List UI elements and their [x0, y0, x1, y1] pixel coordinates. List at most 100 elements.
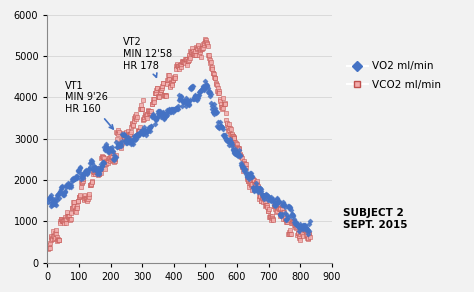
Point: [86, 160, 94, 165]
Point: [140, 131, 147, 136]
Point: [272, 202, 279, 207]
Point: [243, 175, 251, 180]
Point: [290, 220, 298, 225]
Point: [290, 213, 297, 218]
Point: [51, 236, 59, 240]
Point: [301, 227, 309, 232]
Point: [111, 159, 118, 163]
Point: [74, 167, 82, 172]
Point: [157, 115, 165, 119]
Point: [228, 131, 236, 136]
Point: [74, 198, 82, 203]
Point: [213, 83, 220, 88]
Point: [219, 126, 227, 131]
Point: [179, 60, 187, 65]
Point: [207, 93, 214, 98]
Point: [221, 136, 228, 141]
Point: [200, 84, 207, 89]
Point: [206, 90, 213, 95]
Point: [232, 142, 240, 146]
Point: [153, 117, 160, 121]
Point: [129, 124, 137, 128]
Point: [80, 171, 87, 176]
Point: [166, 110, 173, 114]
Point: [303, 227, 310, 232]
Point: [53, 232, 60, 236]
Point: [174, 64, 182, 68]
Point: [298, 228, 306, 233]
Point: [145, 111, 153, 116]
Point: [57, 217, 64, 221]
Point: [160, 94, 168, 98]
Point: [293, 223, 301, 227]
Point: [200, 43, 208, 48]
Point: [236, 152, 244, 157]
Point: [210, 110, 217, 114]
Point: [124, 132, 132, 137]
Point: [102, 161, 109, 166]
Point: [240, 169, 247, 174]
Point: [44, 246, 52, 251]
Point: [270, 204, 278, 208]
Point: [271, 204, 279, 209]
Point: [124, 128, 131, 133]
Point: [108, 144, 116, 149]
Point: [235, 148, 243, 153]
Point: [125, 140, 133, 145]
Point: [238, 165, 246, 169]
Point: [282, 220, 290, 225]
Point: [113, 145, 120, 150]
Point: [165, 73, 173, 78]
Point: [82, 169, 89, 174]
Point: [59, 183, 66, 188]
Point: [240, 164, 247, 169]
Point: [146, 126, 153, 131]
Point: [185, 102, 193, 106]
Point: [181, 101, 188, 106]
Point: [140, 117, 148, 121]
Text: SUBJECT 2
SEPT. 2015: SUBJECT 2 SEPT. 2015: [343, 208, 408, 230]
Point: [202, 85, 210, 89]
Point: [296, 237, 303, 242]
Point: [155, 109, 162, 114]
Point: [275, 200, 283, 204]
Point: [145, 108, 152, 113]
Point: [226, 137, 233, 142]
Point: [224, 126, 231, 131]
Point: [98, 155, 105, 160]
Point: [241, 168, 248, 173]
Point: [286, 204, 294, 209]
Point: [274, 204, 282, 208]
Point: [77, 174, 84, 178]
Point: [234, 151, 242, 156]
Point: [100, 161, 108, 165]
Point: [93, 168, 101, 173]
Point: [130, 137, 137, 142]
Point: [109, 151, 117, 155]
Point: [171, 106, 178, 111]
Point: [87, 182, 94, 187]
Point: [271, 204, 278, 209]
Point: [79, 175, 87, 180]
Point: [252, 180, 260, 185]
Point: [87, 158, 94, 163]
Point: [131, 133, 139, 138]
Point: [167, 109, 174, 114]
Point: [247, 173, 255, 178]
Point: [80, 197, 87, 201]
Point: [301, 223, 309, 227]
Point: [168, 107, 175, 112]
Point: [140, 128, 148, 133]
Point: [208, 60, 215, 65]
Point: [128, 138, 136, 143]
Point: [185, 55, 192, 59]
Point: [233, 150, 241, 154]
Point: [292, 222, 300, 227]
Point: [225, 140, 233, 145]
Point: [114, 127, 121, 132]
Point: [118, 132, 126, 136]
Point: [166, 108, 174, 112]
Point: [261, 192, 269, 197]
Point: [125, 133, 132, 137]
Point: [106, 155, 114, 160]
